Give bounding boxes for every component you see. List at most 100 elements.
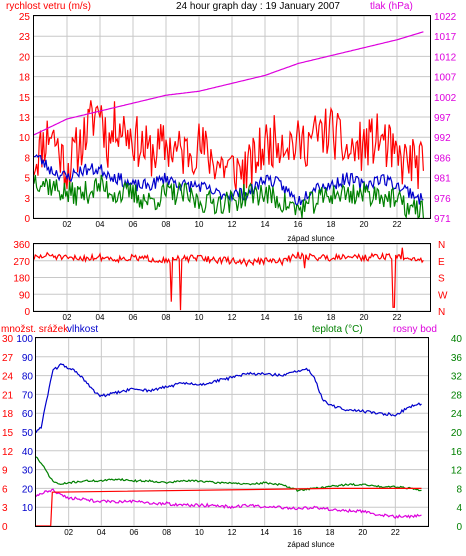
x-tick-label: 18: [326, 528, 335, 537]
inner-tick-label: 40: [22, 447, 34, 458]
x-tick-label: 06: [129, 313, 138, 322]
right-tick-label: 1012: [434, 52, 457, 63]
x-tick-label: 22: [393, 220, 402, 229]
x-tick-label: 18: [327, 220, 336, 229]
x-tick-label: 10: [195, 220, 204, 229]
right-tick-label: 8: [456, 484, 462, 495]
x-tick-label: 16: [293, 528, 302, 537]
x-tick-label: 02: [63, 313, 72, 322]
panel3-grid: [36, 337, 428, 527]
panel1-series-line-0: [33, 100, 424, 192]
x-tick-label: 06: [129, 220, 138, 229]
panel1-series-line-3: [33, 31, 424, 136]
left-tick-label: 0: [24, 307, 30, 318]
x-tick-label: 18: [327, 313, 336, 322]
panel1-right-ticks: 971 976 981 986 992 997 1002 1007 1012 1017 1022: [434, 12, 457, 225]
inner-tick-label: 70: [22, 390, 34, 401]
inner-tick-label: 60: [22, 409, 34, 420]
panel3-x-label: západ slunce: [287, 540, 335, 549]
graph-title: 24 hour graph day : 19 January 2007: [176, 1, 340, 12]
x-tick-label: 16: [294, 313, 303, 322]
left-tick-label: 0: [24, 214, 30, 225]
panel3-dewpoint-label: rosny bod: [393, 324, 437, 335]
outer-tick-label: 30: [2, 334, 14, 345]
right-tick-label: 4: [456, 503, 462, 514]
outer-tick-label: 15: [2, 428, 14, 439]
right-tick-label: 992: [434, 133, 451, 144]
inner-tick-label: 30: [22, 466, 34, 477]
outer-tick-label: 12: [2, 447, 14, 458]
inner-tick-label: 50: [22, 428, 34, 439]
right-tick-label: 20: [451, 428, 463, 439]
panel1-right-label: tlak (hPa): [370, 1, 413, 12]
panel1-series-line-2: [33, 174, 424, 220]
x-tick-label: 14: [261, 313, 270, 322]
panel3-series-line-1: [35, 456, 422, 493]
x-tick-label: 14: [261, 220, 270, 229]
panel3-frame: [35, 337, 429, 527]
x-tick-label: 20: [360, 220, 369, 229]
x-tick-label: 14: [260, 528, 269, 537]
right-tick-label: 28: [451, 390, 463, 401]
x-tick-label: 04: [96, 220, 105, 229]
x-tick-label: 02: [63, 220, 72, 229]
outer-tick-label: 3: [2, 503, 8, 514]
wind-pressure-panel: rychlost vetru (m/s) 24 hour graph day :…: [6, 1, 457, 243]
outer-tick-label: 6: [2, 484, 8, 495]
right-tick-label: 976: [434, 194, 451, 205]
panel3-series-line-0: [35, 363, 422, 433]
panel3-outer-ticks: 0 3 6 9 12 15 18 21 24 27 30: [2, 334, 14, 533]
outer-tick-label: 0: [2, 522, 8, 533]
right-tick-label: 981: [434, 174, 451, 185]
left-tick-label: 15: [19, 93, 31, 104]
compass-label: E: [438, 257, 445, 268]
inner-tick-label: 100: [16, 334, 33, 345]
left-tick-label: 10: [19, 133, 31, 144]
inner-tick-label: 80: [22, 372, 34, 383]
panel2-grid: [34, 243, 430, 312]
right-tick-label: 24: [451, 409, 463, 420]
panel3-left-label: množst. srážek: [1, 324, 69, 335]
right-tick-label: 0: [456, 522, 462, 533]
left-tick-label: 180: [13, 274, 30, 285]
left-tick-label: 3: [24, 194, 30, 205]
panel3-x-ticks: 02 04 06 08 10 12 14 16 18 20 22: [64, 528, 400, 537]
compass-label: N: [438, 240, 445, 251]
x-tick-label: 10: [195, 313, 204, 322]
x-tick-label: 20: [360, 313, 369, 322]
x-tick-label: 22: [393, 313, 402, 322]
panel3-series: [35, 363, 422, 527]
left-tick-label: 13: [19, 113, 31, 124]
right-tick-label: 997: [434, 113, 451, 124]
right-tick-label: 1022: [434, 12, 457, 23]
right-tick-label: 1007: [434, 73, 457, 84]
right-tick-label: 12: [451, 466, 463, 477]
x-tick-label: 04: [97, 528, 106, 537]
right-tick-label: 40: [451, 334, 463, 345]
left-tick-label: 5: [24, 174, 30, 185]
panel1-series: [33, 31, 424, 220]
right-tick-label: 16: [451, 447, 463, 458]
right-tick-label: 971: [434, 214, 451, 225]
left-tick-label: 18: [19, 73, 31, 84]
x-tick-label: 08: [162, 528, 171, 537]
panel1-left-label: rychlost vetru (m/s): [6, 1, 91, 12]
inner-tick-label: 90: [22, 353, 34, 364]
panel2-x-ticks: 02 04 06 08 10 12 14 16 18 20 22: [63, 313, 402, 322]
panel1-x-label: západ slunce: [287, 234, 335, 243]
right-tick-label: 1002: [434, 93, 457, 104]
left-tick-label: 8: [24, 153, 30, 164]
right-tick-label: 36: [451, 353, 463, 364]
outer-tick-label: 27: [2, 353, 14, 364]
compass-label: S: [438, 274, 445, 285]
x-tick-label: 06: [130, 528, 139, 537]
left-tick-label: 90: [19, 290, 31, 301]
left-tick-label: 25: [19, 12, 31, 23]
panel3-series-line-2: [35, 488, 422, 519]
x-tick-label: 12: [228, 220, 237, 229]
panel1-x-ticks: 02 04 06 08 10 12 14 16 18 20 22: [63, 220, 402, 229]
panel3-inner-label: vlhkost: [67, 324, 98, 335]
right-tick-label: 986: [434, 153, 451, 164]
